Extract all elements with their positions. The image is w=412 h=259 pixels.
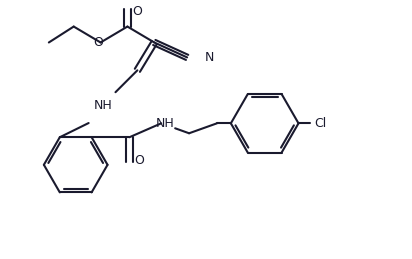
Text: O: O: [94, 36, 103, 49]
Text: NH: NH: [156, 117, 175, 130]
Text: N: N: [204, 51, 214, 64]
Text: Cl: Cl: [314, 117, 326, 130]
Text: O: O: [132, 5, 142, 18]
Text: O: O: [134, 154, 144, 167]
Text: NH: NH: [94, 99, 113, 112]
